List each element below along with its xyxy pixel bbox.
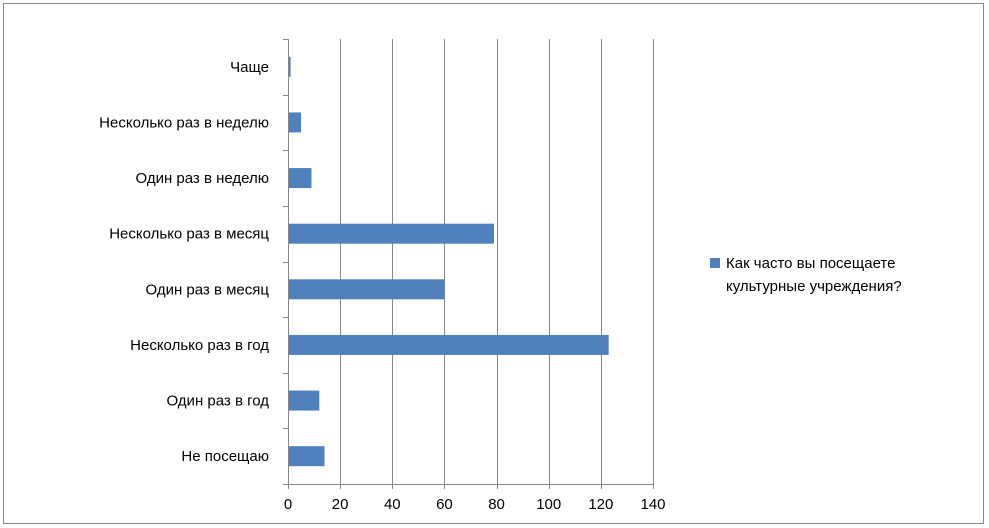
category-label: Не посещаю (181, 448, 269, 465)
legend-swatch (710, 258, 720, 268)
x-tick-label: 140 (640, 496, 665, 513)
legend-label: Как часто вы посещаете культурные учрежд… (726, 255, 902, 295)
category-label: Несколько раз в месяц (109, 226, 269, 243)
legend: Как часто вы посещаете культурные учрежд… (710, 252, 980, 298)
category-label: Один раз в год (166, 393, 269, 410)
bar (288, 279, 445, 300)
category-label: Несколько раз в неделю (99, 114, 269, 131)
bar (288, 112, 302, 133)
bar (288, 446, 325, 467)
x-tick-label: 40 (384, 496, 401, 513)
bar (288, 390, 320, 411)
bar-chart: 0 20 40 60 80 100 120 140 Чаще Несколько раз в не… (99, 39, 666, 513)
category-label: Несколько раз в год (130, 337, 269, 354)
chart-frame: 0 20 40 60 80 100 120 140 Чаще Несколько раз в не… (3, 3, 984, 524)
x-tick-label: 80 (488, 496, 505, 513)
x-tick-label: 120 (588, 496, 613, 513)
x-tick-label: 20 (332, 496, 349, 513)
x-tick-label: 100 (536, 496, 561, 513)
category-label: Один раз в месяц (146, 281, 270, 298)
x-tick-label: 0 (284, 496, 292, 513)
x-tick-label: 60 (436, 496, 453, 513)
bar (288, 168, 312, 189)
category-label: Один раз в неделю (135, 170, 269, 187)
bar (288, 334, 609, 355)
category-label: Чаще (230, 59, 269, 76)
bar (288, 56, 291, 77)
bar (288, 223, 494, 244)
